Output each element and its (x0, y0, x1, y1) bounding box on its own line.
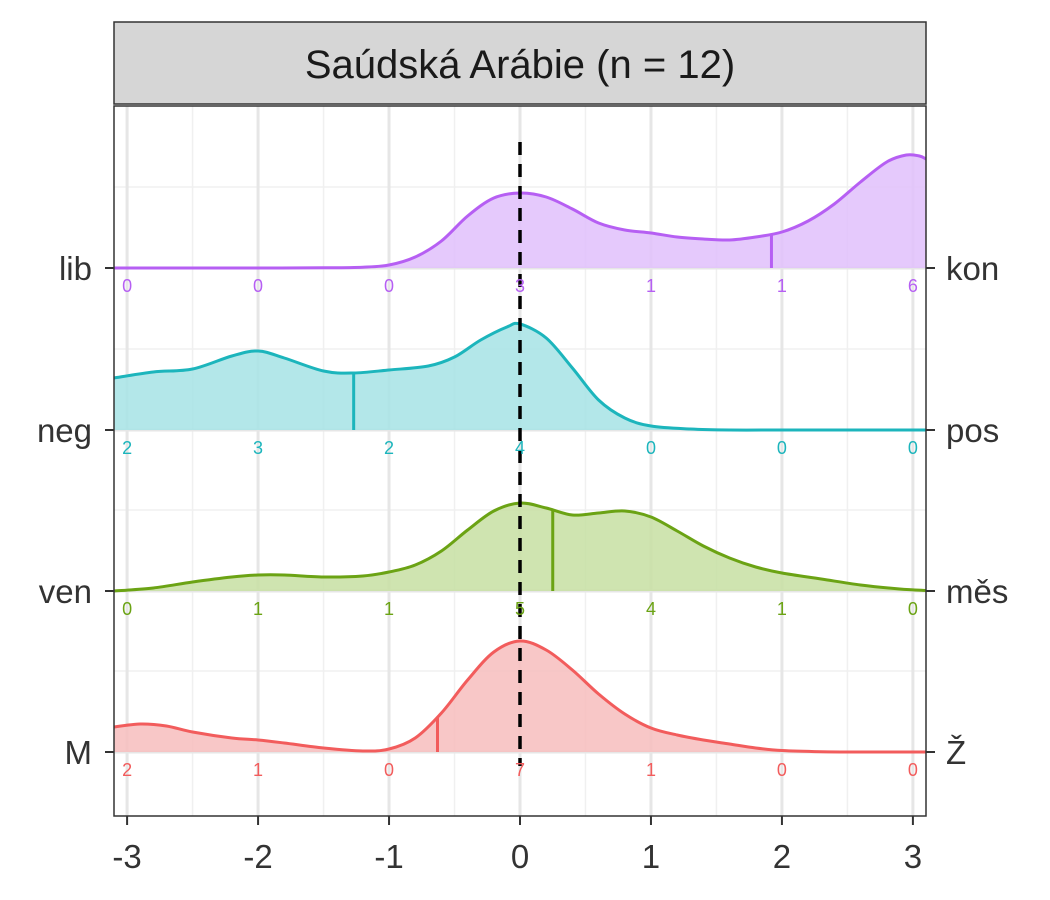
count-label: 0 (646, 438, 656, 458)
x-tick-label: 1 (642, 838, 660, 875)
count-label: 1 (777, 276, 787, 296)
count-label: 0 (777, 760, 787, 780)
count-label: 3 (253, 438, 263, 458)
count-label: 2 (122, 760, 132, 780)
x-tick-label: -3 (112, 838, 141, 875)
count-label: 6 (908, 276, 918, 296)
y-tick-label-right: Ž (946, 734, 966, 771)
count-label: 1 (253, 599, 263, 619)
count-label: 7 (515, 760, 525, 780)
ridge-area (114, 323, 926, 431)
count-label: 1 (384, 599, 394, 619)
count-label: 0 (908, 599, 918, 619)
count-label: 4 (646, 599, 656, 619)
count-label: 0 (777, 438, 787, 458)
ridge-line (113, 321, 926, 432)
count-label: 0 (122, 599, 132, 619)
count-label: 2 (384, 438, 394, 458)
count-label: 5 (515, 599, 525, 619)
x-tick-label: -2 (243, 838, 272, 875)
count-label: 3 (515, 276, 525, 296)
x-tick-label: -1 (374, 838, 403, 875)
count-label: 0 (908, 760, 918, 780)
x-tick-label: 2 (773, 838, 791, 875)
count-label: 0 (384, 276, 394, 296)
x-tick-label: 3 (904, 838, 922, 875)
count-label: 4 (515, 438, 525, 458)
count-label: 2 (122, 438, 132, 458)
facet-title: Saúdská Arábie (n = 12) (305, 43, 735, 87)
count-label: 1 (777, 599, 787, 619)
count-label: 0 (384, 760, 394, 780)
ridge-line (113, 639, 927, 754)
count-label: 1 (646, 760, 656, 780)
count-label: 0 (253, 276, 263, 296)
y-tick-label-left: M (65, 734, 93, 771)
count-label: 1 (646, 276, 656, 296)
y-tick-label-right: měs (946, 573, 1008, 610)
x-tick-label: 0 (511, 838, 529, 875)
count-label: 0 (908, 438, 918, 458)
ridge-line (114, 153, 927, 270)
y-tick-label-left: ven (39, 573, 92, 610)
y-tick-label-right: pos (946, 412, 999, 449)
y-tick-label-right: kon (946, 250, 999, 287)
y-tick-label-left: neg (37, 412, 92, 449)
ridge-line (113, 501, 927, 593)
y-tick-label-left: lib (59, 250, 92, 287)
count-label: 0 (122, 276, 132, 296)
count-label-layer: 0 0 0 3 1 1 6 2 3 2 4 0 0 0 0 1 1 5 4 1 0 2 1 0 7 1 0 0 (122, 276, 918, 780)
axis-layer: -3 -2 -1 0 1 2 3 lib kon neg pos ven měs M Ž (37, 250, 1008, 875)
facet-strip (113, 21, 927, 105)
count-label: 1 (253, 760, 263, 780)
